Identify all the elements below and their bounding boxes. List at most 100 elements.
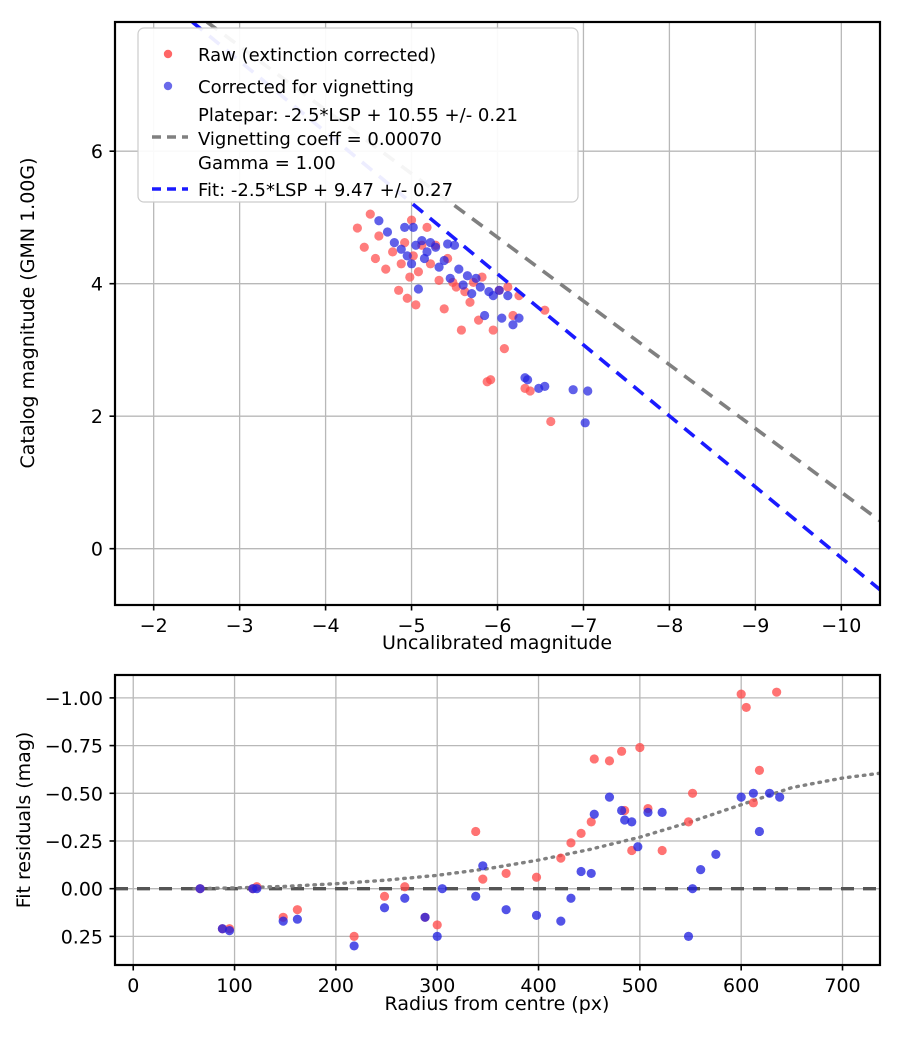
data-point (431, 243, 440, 252)
data-point (569, 385, 578, 394)
data-point (454, 265, 463, 274)
data-point (403, 251, 412, 260)
x-tick-label: 700 (824, 975, 860, 997)
data-point (476, 282, 485, 291)
legend-marker-raw-icon (164, 50, 172, 58)
data-point (617, 747, 626, 756)
data-point (459, 280, 468, 289)
data-point (503, 282, 512, 291)
data-point (755, 766, 764, 775)
data-point (502, 905, 511, 914)
data-point (279, 917, 288, 926)
x-tick-label: 100 (216, 975, 252, 997)
data-point (405, 272, 414, 281)
data-point (440, 256, 449, 265)
y-tick-label: −1.00 (45, 688, 103, 710)
data-point (587, 869, 596, 878)
data-point (765, 789, 774, 798)
data-point (446, 274, 455, 283)
data-point (400, 882, 409, 891)
data-point (411, 300, 420, 309)
data-point (658, 846, 667, 855)
data-point (526, 386, 535, 395)
bottom-xaxis-label: Radius from centre (px) (385, 993, 610, 1015)
data-point (489, 325, 498, 334)
data-point (617, 806, 626, 815)
legend-label-fit: Fit: -2.5*LSP + 9.47 +/- 0.27 (198, 180, 453, 201)
x-tick-label: 0 (127, 975, 139, 997)
data-point (576, 867, 585, 876)
data-point (556, 854, 565, 863)
data-point (546, 417, 555, 426)
data-point (486, 375, 495, 384)
bottom-yaxis-label: Fit residuals (mag) (13, 732, 35, 909)
data-point (397, 259, 406, 268)
data-point (532, 873, 541, 882)
data-point (463, 271, 472, 280)
data-point (293, 915, 302, 924)
data-point (755, 827, 764, 836)
data-point (471, 274, 480, 283)
legend-marker-corrected-icon (164, 82, 172, 90)
data-point (381, 265, 390, 274)
data-point (532, 911, 541, 920)
data-point (503, 291, 512, 300)
data-point (514, 314, 523, 323)
x-tick-label: 500 (622, 975, 658, 997)
data-point (433, 920, 442, 929)
data-point (374, 216, 383, 225)
data-point (403, 294, 412, 303)
data-point (409, 223, 418, 232)
figure-canvas: −2−3−4−5−6−7−8−9−10 0246 Uncalibrated ma… (0, 0, 900, 1050)
data-point (749, 789, 758, 798)
y-tick-label: 4 (91, 274, 103, 296)
y-tick-label: 6 (91, 141, 103, 163)
data-point (627, 817, 636, 826)
data-point (684, 932, 693, 941)
x-tick-label: 200 (318, 975, 354, 997)
y-tick-label: −0.25 (45, 831, 103, 853)
data-point (353, 223, 362, 232)
y-tick-label: −0.50 (45, 783, 103, 805)
data-point (478, 875, 487, 884)
data-point (360, 243, 369, 252)
data-point (433, 932, 442, 941)
data-point (383, 227, 392, 236)
data-point (400, 894, 409, 903)
legend-label-raw: Raw (extinction corrected) (198, 45, 436, 66)
legend-label-platepar-1: Platepar: -2.5*LSP + 10.55 +/- 0.21 (198, 105, 518, 126)
data-point (737, 793, 746, 802)
data-point (414, 267, 423, 276)
data-point (380, 892, 389, 901)
data-point (566, 894, 575, 903)
data-point (478, 861, 487, 870)
top-yaxis-label: Catalog magnitude (GMN 1.00G) (17, 157, 39, 468)
top-legend: Raw (extinction corrected) Corrected for… (138, 28, 578, 202)
data-point (583, 386, 592, 395)
data-point (407, 259, 416, 268)
data-point (605, 756, 614, 765)
data-point (523, 375, 532, 384)
data-point (635, 743, 644, 752)
data-point (400, 223, 409, 232)
y-tick-label: −0.75 (45, 736, 103, 758)
data-point (540, 382, 549, 391)
data-point (696, 865, 705, 874)
data-point (643, 808, 652, 817)
data-point (450, 241, 459, 250)
data-point (434, 276, 443, 285)
legend-label-platepar-2: Vignetting coeff = 0.00070 (198, 129, 442, 150)
data-point (684, 817, 693, 826)
data-point (497, 314, 506, 323)
data-point (502, 869, 511, 878)
data-point (566, 838, 575, 847)
data-point (581, 418, 590, 427)
data-point (471, 827, 480, 836)
x-tick-label: −3 (226, 615, 254, 637)
data-point (457, 325, 466, 334)
legend-label-corrected: Corrected for vignetting (198, 77, 414, 98)
x-tick-label: −9 (741, 615, 769, 637)
data-point (711, 850, 720, 859)
data-point (417, 236, 426, 245)
data-point (394, 286, 403, 295)
